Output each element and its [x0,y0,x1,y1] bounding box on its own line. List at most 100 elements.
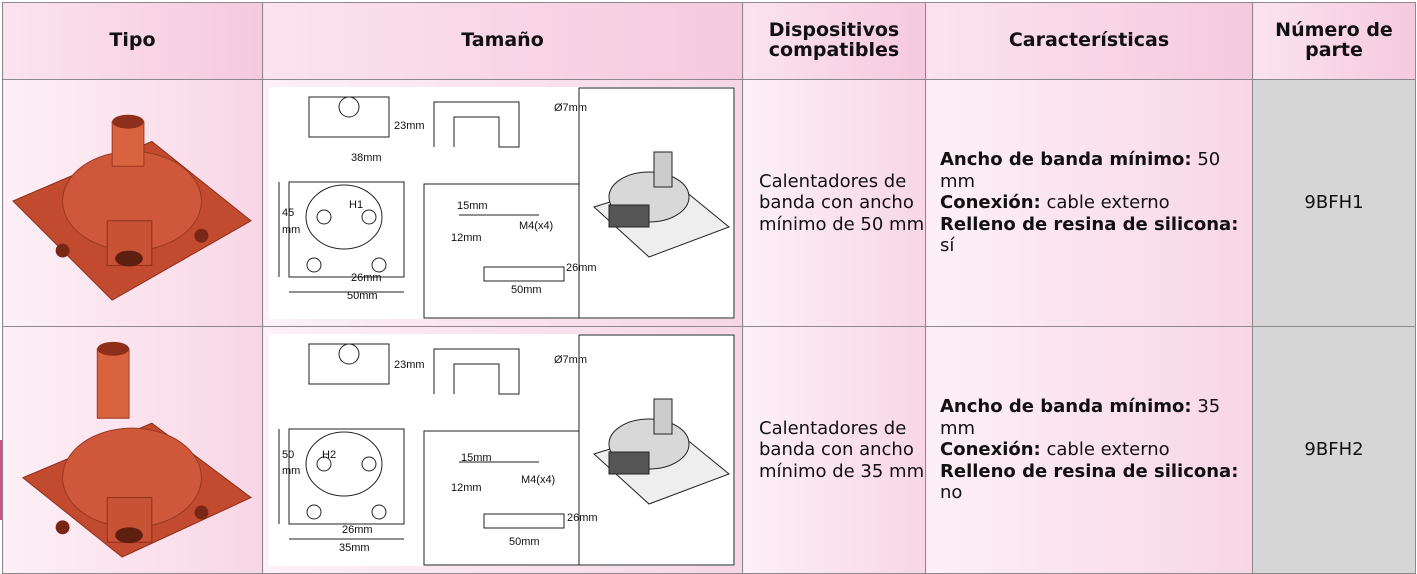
dimension-label: M4(x4) [519,220,553,232]
terminal-block [483,513,565,529]
part-number-cell: 9BFH2 [1252,326,1416,574]
type-cell [2,79,263,327]
dimension-label: 50 [282,449,294,461]
top-view-boss [338,96,360,118]
feature: Conexión: cable externo [940,439,1252,461]
part-number-cell: 9BFH1 [1252,79,1416,327]
dimension-label: mm [282,224,300,236]
drawing-box [423,430,580,566]
front-view [288,181,405,278]
product-image [21,342,252,558]
column-header: Tamaño [262,2,743,80]
cable-tube [111,121,145,167]
dimension-label: 26mm [351,272,382,284]
feature-label: Relleno de resina de silicona: [940,213,1239,235]
front-view-body [305,184,383,250]
devices-cell: Calentadores de banda con ancho mínimo d… [742,326,926,574]
feature: Relleno de resina de silicona: sí [940,214,1252,257]
feature: Ancho de banda mínimo: 35 mm [940,396,1252,439]
front-view-body [305,431,383,497]
dimension-label: 38mm [351,152,382,164]
column-header: Características [925,2,1253,80]
feature-text: 35 mm [940,396,1221,439]
features-cell: Ancho de banda mínimo: 35 mm Conexión: ca… [925,326,1253,574]
outlet-hole [115,527,143,544]
dimension-label: 35mm [339,542,370,554]
table-row: 23mm Ø7mm 38mm 45 mm H1 26mm 50mm 15mm M4(x4) 12mm… [2,79,1416,327]
dimension-label: 45 [282,207,294,219]
dimension-label: Ø7mm [554,354,587,366]
feature: Conexión: cable externo [940,192,1252,214]
drawing-box [423,183,580,319]
feature-label: Relleno de resina de silicona: [940,460,1239,482]
top-view-boss [338,343,360,365]
devices-cell: Calentadores de banda con ancho mínimo d… [742,79,926,327]
drawing-hole [361,456,377,472]
front-view [288,428,405,525]
iso-tube [653,398,673,435]
outlet-hole [115,250,143,267]
tube-opening [112,114,144,129]
dimension-label: H1 [349,199,363,211]
feature-text: 50 mm [940,149,1221,192]
dimension-label: 50mm [511,284,542,296]
dimension-label: H2 [322,449,336,461]
feature-text: no [940,482,963,504]
drawing-hole [371,257,387,273]
feature: Relleno de resina de silicona: no [940,461,1252,504]
features-cell: Ancho de banda mínimo: 50 mm Conexión: ca… [925,79,1253,327]
size-cell: 23mm Ø7mm 50 mm H2 26mm 35mm 15mm M4(x4) 12mm 26mm… [262,326,743,574]
column-header: Tipo [2,2,263,80]
table-body: 23mm Ø7mm 38mm 45 mm H1 26mm 50mm 15mm M4(x4) 12mm… [2,79,1416,574]
table-row: 23mm Ø7mm 50 mm H2 26mm 35mm 15mm M4(x4) 12mm 26mm… [2,326,1416,574]
dimension-label: 26mm [342,524,373,536]
drawing-hole [316,456,332,472]
header-row: Tipo Tamaño Dispositivos compatibles Caract… [2,2,1416,80]
dimension-label: 15mm [461,452,492,464]
iso-clamp [608,204,650,228]
dimension-label: 12mm [451,232,482,244]
drawing-box [578,87,735,319]
feature-text: cable externo [1046,192,1170,214]
feature-label: Conexión: [940,439,1041,461]
drawing-hole [316,209,332,225]
size-cell: 23mm Ø7mm 38mm 45 mm H1 26mm 50mm 15mm M4(x4) 12mm… [262,79,743,327]
iso-clamp [608,451,650,475]
product-image [12,114,252,301]
dimension-drawing: 23mm Ø7mm50mmH226mm35mm15mmM4(x4)12mm26mm… [269,334,735,566]
screw-hole [194,228,209,243]
dimension-label: 12mm [451,482,482,494]
type-cell [2,326,263,574]
column-header: Número de parte [1252,2,1416,80]
feature-label: Conexión: [940,192,1041,214]
drawing-hole [306,504,322,520]
dimension-label: 23mm [394,359,425,371]
dimension-label: 26mm [567,512,598,524]
feature-label: Ancho de banda mínimo: [940,396,1192,418]
dimension-label: Ø7mm [554,102,587,114]
dimension-label: 50mm [509,536,540,548]
side-view [433,101,520,148]
drawing-hole [371,504,387,520]
screw-hole [194,505,209,520]
column-header: Dispositivos compatibles [742,2,926,80]
drawing-hole [361,209,377,225]
dimension-label: mm [282,465,300,477]
dimension-label: 26mm [566,262,597,274]
feature-label: Ancho de banda mínimo: [940,149,1192,171]
screw-hole [55,243,70,258]
tube-opening [97,342,130,356]
screw-hole [55,520,70,535]
product-photo [12,114,252,301]
dimension-label: 15mm [457,200,488,212]
feature-text: cable externo [1046,439,1170,461]
feature-text: sí [940,235,955,257]
feature: Ancho de banda mínimo: 50 mm [940,149,1252,192]
side-view [433,348,520,395]
terminal-block [483,266,565,282]
dimension-label: 23mm [394,120,425,132]
iso-tube [653,151,673,188]
product-photo [21,342,252,558]
